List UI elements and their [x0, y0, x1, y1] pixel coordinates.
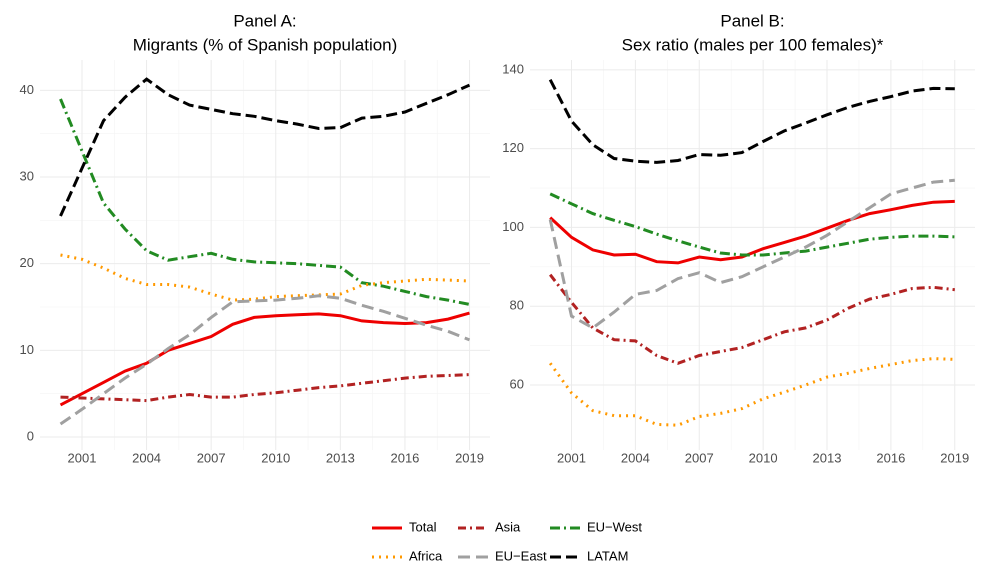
y-tick-label: 20: [20, 255, 34, 270]
series-line: [548, 178, 955, 330]
x-tick-label: 2016: [876, 450, 905, 465]
x-tick-label: 2004: [132, 450, 161, 465]
series-line: [549, 192, 955, 257]
legend-label: EU−East: [495, 548, 547, 563]
x-tick-label: 2007: [685, 450, 714, 465]
legend-label: LATAM: [587, 548, 628, 563]
series-line: [60, 253, 470, 302]
y-tick-label: 80: [510, 298, 524, 313]
panel-title: Panel A:: [233, 11, 296, 30]
x-tick-label: 2001: [557, 450, 586, 465]
y-tick-label: 120: [502, 140, 524, 155]
legend-label: Total: [409, 519, 437, 534]
panel-subtitle: Sex ratio (males per 100 females)*: [622, 35, 884, 54]
y-tick-label: 10: [20, 342, 34, 357]
series-line: [548, 79, 955, 164]
x-tick-label: 2013: [813, 450, 842, 465]
series-line: [59, 294, 471, 426]
y-tick-label: 140: [502, 61, 524, 76]
x-tick-label: 2010: [749, 450, 778, 465]
y-tick-label: 60: [510, 376, 524, 391]
y-tick-label: 40: [20, 82, 34, 97]
series-line: [59, 98, 470, 306]
x-tick-label: 2010: [261, 450, 290, 465]
panel-subtitle: Migrants (% of Spanish population): [133, 35, 398, 54]
series-line: [549, 273, 955, 365]
y-tick-label: 0: [27, 428, 34, 443]
x-tick-label: 2001: [68, 450, 97, 465]
series-line: [548, 357, 955, 427]
series-line: [60, 373, 470, 403]
x-tick-label: 2007: [197, 450, 226, 465]
x-tick-label: 2013: [326, 450, 355, 465]
legend-label: Africa: [409, 548, 443, 563]
series-line: [549, 199, 955, 265]
x-tick-label: 2019: [940, 450, 969, 465]
legend-label: Asia: [495, 519, 521, 534]
legend-label: EU−West: [587, 519, 642, 534]
x-tick-label: 2016: [390, 450, 419, 465]
y-tick-label: 100: [502, 219, 524, 234]
x-tick-label: 2004: [621, 450, 650, 465]
series-line: [59, 311, 470, 407]
x-tick-label: 2019: [455, 450, 484, 465]
panel-title: Panel B:: [720, 11, 784, 30]
y-tick-label: 30: [20, 168, 34, 183]
series-line: [59, 77, 471, 217]
